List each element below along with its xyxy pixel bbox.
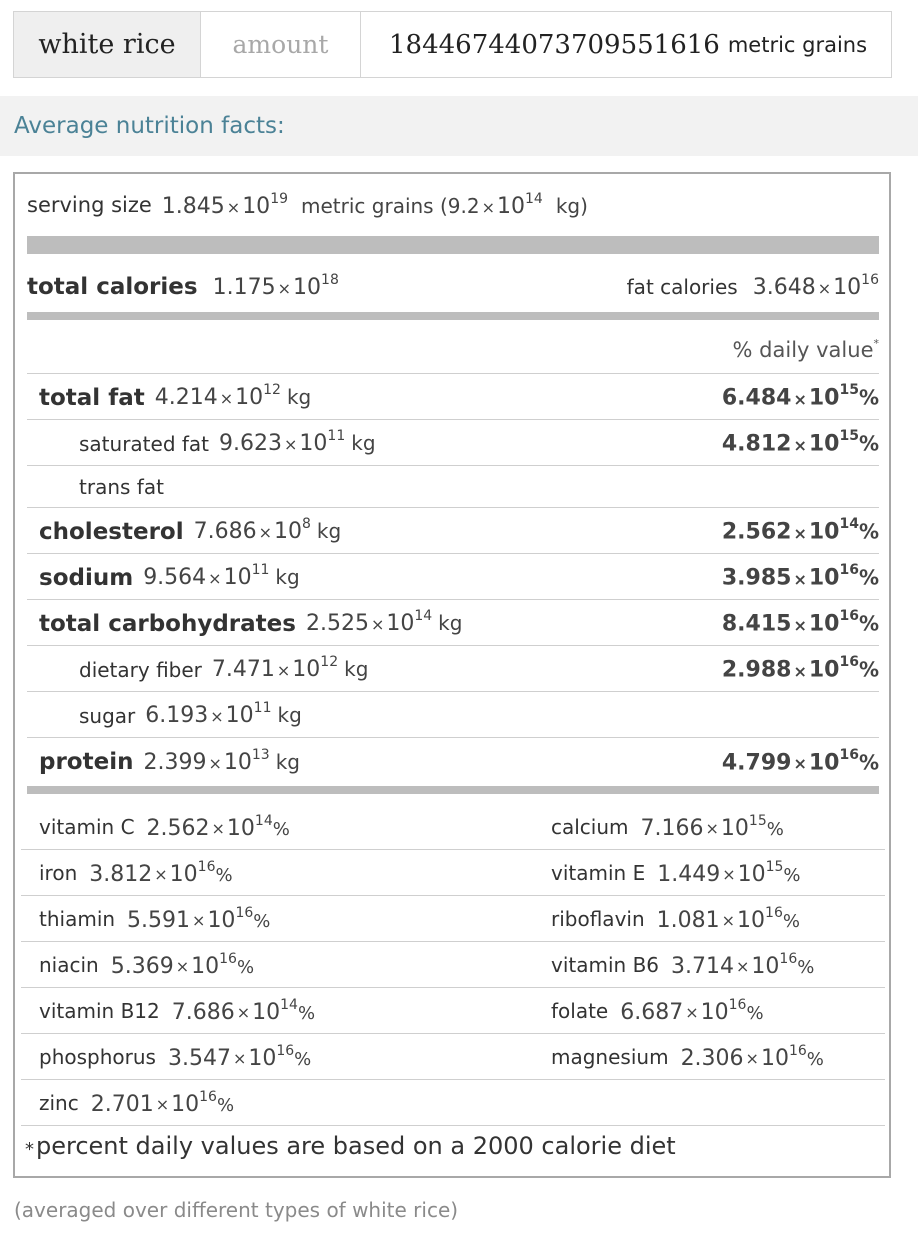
nutrient-row-total-fat: total fat 4.214 ×1012 kg 6.484 ×1015% (27, 374, 879, 420)
amount-label-cell: amount (201, 12, 361, 77)
vitamin-row: thiamin 5.591 ×1016% riboflavin 1.081 ×1016% (21, 896, 885, 942)
amount-unit: metric grains (727, 32, 868, 57)
vitamin-cell: vitamin C 2.562 ×1014% (39, 812, 290, 841)
vitamin-row: iron 3.812 ×1016% vitamin E 1.449 ×1015% (21, 850, 885, 896)
vitamin-cell: vitamin B6 3.714 ×1016% (551, 950, 815, 979)
input-interpretation-bar: white rice amount 18446744073709551616 m… (13, 11, 892, 78)
pod-title: Average nutrition facts: (14, 113, 285, 139)
vitamin-cell: niacin 5.369 ×1016% (39, 950, 255, 979)
daily-value: 3.985 ×1016% (721, 562, 879, 591)
medium-divider (27, 312, 879, 320)
daily-value-header: % daily value* (732, 337, 879, 362)
serving-size-row: serving size 1.845 ×1019 metric grains (9… (27, 182, 879, 228)
vitamin-row: vitamin C 2.562 ×1014% calcium 7.166 ×1015% (21, 804, 885, 850)
food-name-cell[interactable]: white rice (14, 12, 201, 77)
vitamin-cell: zinc 2.701 ×1016% (39, 1088, 235, 1117)
amount-value-cell[interactable]: 18446744073709551616 metric grains (361, 12, 891, 77)
pod-header: Average nutrition facts: (0, 96, 918, 156)
vitamin-row: phosphorus 3.547 ×1016% magnesium 2.306 ×101… (21, 1034, 885, 1080)
vitamin-cell: iron 3.812 ×1016% (39, 858, 233, 887)
vitamin-cell: phosphorus 3.547 ×1016% (39, 1042, 312, 1071)
daily-value: 2.988 ×1016% (721, 654, 879, 683)
daily-value: 4.812 ×1015% (721, 428, 879, 457)
nutrient-row-protein: protein 2.399 ×1013 kg 4.799 ×1016% (39, 746, 879, 776)
amount-value: 18446744073709551616 (389, 29, 720, 60)
averaging-note: (averaged over different types of white … (14, 1198, 459, 1222)
total-calories: total calories 1.175 ×1018 (27, 272, 339, 300)
nutrient-row-sodium: sodium 9.564 ×1011 kg 3.985 ×1016% (27, 554, 879, 600)
serving-size-label: serving size (27, 193, 152, 217)
nutrient-row-sugar: sugar 6.193 ×1011 kg (27, 692, 879, 738)
daily-value: 2.562 ×1014% (721, 516, 879, 545)
vitamin-cell: thiamin 5.591 ×1016% (39, 904, 271, 933)
vitamin-row: niacin 5.369 ×1016% vitamin B6 3.714 ×1016% (21, 942, 885, 988)
serving-size-value: 1.845 ×1019 metric grains (9.2 ×1014 kg) (161, 191, 588, 219)
vitamin-row: zinc 2.701 ×1016% (21, 1080, 885, 1126)
vitamin-cell: magnesium 2.306 ×1016% (551, 1042, 824, 1071)
vitamin-cell: folate 6.687 ×1016% (551, 996, 764, 1025)
daily-value: 4.799 ×1016% (721, 746, 879, 776)
daily-value-header-row: % daily value* (27, 326, 879, 374)
nutrient-row-trans-fat: trans fat (27, 466, 879, 508)
vitamin-row: vitamin B12 7.686 ×1014% folate 6.687 ×1016% (21, 988, 885, 1034)
vitamin-cell: vitamin E 1.449 ×1015% (551, 858, 801, 887)
nutrient-row-saturated-fat: saturated fat 9.623 ×1011 kg 4.812 ×1015% (27, 420, 879, 466)
daily-value-footnote: *percent daily values are based on a 200… (25, 1132, 676, 1160)
nutrient-row-cholesterol: cholesterol 7.686 ×108 kg 2.562 ×1014% (27, 508, 879, 554)
medium-divider (27, 786, 879, 794)
vitamin-cell: riboflavin 1.081 ×1016% (551, 904, 800, 933)
nutrition-label: serving size 1.845 ×1019 metric grains (9… (13, 172, 891, 1178)
nutrient-row-dietary-fiber: dietary fiber 7.471 ×1012 kg 2.988 ×1016% (27, 646, 879, 692)
thick-divider (27, 236, 879, 254)
fat-calories: fat calories 3.648 ×1016 (626, 272, 879, 300)
vitamin-cell: vitamin B12 7.686 ×1014% (39, 996, 316, 1025)
vitamin-cell: calcium 7.166 ×1015% (551, 812, 784, 841)
calories-row: total calories 1.175 ×1018 fat calories 3… (27, 262, 879, 310)
daily-value: 8.415 ×1016% (721, 608, 879, 637)
vitamin-cell-empty (453, 1080, 885, 1125)
nutrient-row-total-carbohydrates: total carbohydrates 2.525 ×1014 kg 8.415 ×10… (27, 600, 879, 646)
daily-value: 6.484 ×1015% (721, 382, 879, 411)
